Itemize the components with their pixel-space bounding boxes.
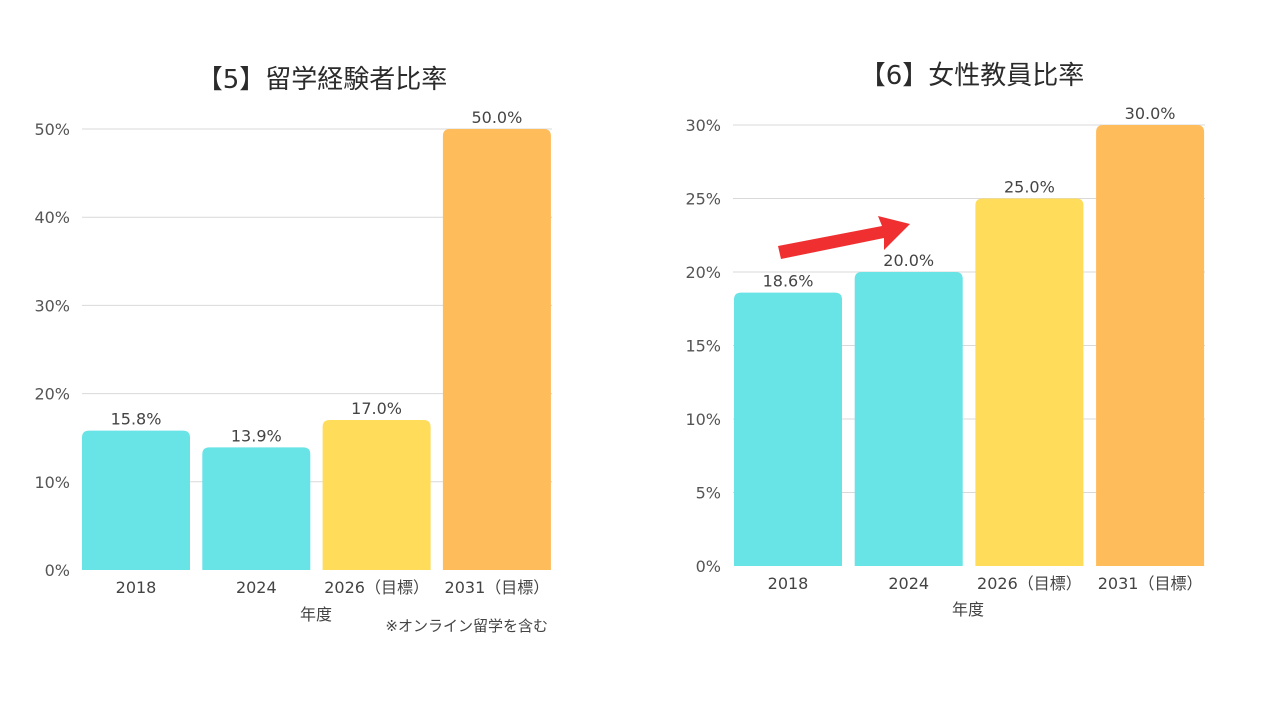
x-axis-title: 年度	[300, 605, 332, 624]
bar-value-label: 15.8%	[111, 410, 162, 429]
y-tick-label: 10%	[685, 410, 721, 429]
chart-title: 【6】女性教員比率	[860, 61, 1085, 91]
x-axis-categories: 2018 2024 2026（目標） 2031（目標）	[116, 578, 550, 597]
x-category-label: 2031（目標）	[1098, 574, 1203, 593]
chart-title: 【5】留学経験者比率	[197, 65, 448, 95]
y-axis-ticks: 0% 10% 20% 30% 40% 50%	[34, 120, 70, 580]
bars	[82, 129, 551, 570]
bar-value-label: 50.0%	[471, 108, 522, 127]
bar-value-label: 13.9%	[231, 426, 282, 445]
bars	[734, 125, 1205, 566]
bar-value-label: 18.6%	[763, 272, 814, 291]
y-tick-label: 15%	[685, 337, 721, 356]
bar	[1096, 125, 1205, 566]
x-category-label: 2024	[888, 574, 929, 593]
y-tick-label: 40%	[34, 208, 70, 227]
y-tick-label: 50%	[34, 120, 70, 139]
x-category-label: 2024	[236, 578, 277, 597]
x-category-label: 2018	[116, 578, 157, 597]
y-tick-label: 30%	[34, 296, 70, 315]
x-axis-categories: 2018 2024 2026（目標） 2031（目標）	[768, 574, 1203, 593]
bar	[975, 198, 1084, 566]
x-category-label: 2031（目標）	[445, 578, 550, 597]
bar	[82, 430, 190, 570]
x-category-label: 2026（目標）	[977, 574, 1082, 593]
bar	[202, 447, 311, 570]
x-axis-title: 年度	[952, 600, 984, 619]
y-tick-label: 20%	[685, 263, 721, 282]
value-labels: 15.8% 13.9% 17.0% 50.0%	[111, 108, 523, 445]
bar	[734, 292, 842, 566]
y-tick-label: 20%	[34, 385, 70, 404]
y-tick-label: 0%	[45, 561, 70, 580]
value-labels: 18.6% 20.0% 25.0% 30.0%	[763, 104, 1176, 291]
bar-value-label: 25.0%	[1004, 178, 1055, 197]
y-tick-label: 25%	[685, 190, 721, 209]
y-tick-label: 10%	[34, 473, 70, 492]
chart-study-abroad-ratio: 【5】留学経験者比率 0%10%20%30%40%50% 15.8%13.9%1…	[34, 65, 552, 635]
bar-value-label: 30.0%	[1125, 104, 1176, 123]
bar-value-label: 17.0%	[351, 399, 402, 418]
bar	[442, 129, 551, 570]
bar	[854, 272, 963, 566]
y-tick-label: 0%	[696, 557, 721, 576]
y-tick-label: 30%	[685, 116, 721, 135]
chart-female-faculty-ratio: 【6】女性教員比率 0% 5% 10% 15% 20% 25% 30% 18.6% 20.0%…	[685, 61, 1205, 619]
red-arrow-annotation	[778, 216, 910, 259]
trend-arrow-icon	[778, 216, 910, 259]
bar-value-label: 20.0%	[883, 251, 934, 270]
x-category-label: 2018	[768, 574, 809, 593]
y-axis-ticks: 0% 5% 10% 15% 20% 25% 30%	[685, 116, 721, 576]
y-tick-label: 5%	[696, 484, 721, 503]
bar	[322, 420, 431, 570]
x-category-label: 2026（目標）	[324, 578, 429, 597]
footnote: ※オンライン留学を含む	[385, 617, 548, 635]
